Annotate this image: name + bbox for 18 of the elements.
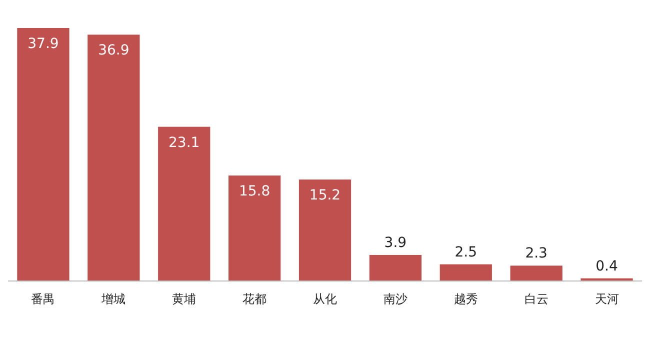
data-label: 37.9 [28,36,59,52]
data-label: 23.1 [168,134,200,151]
data-label: 3.9 [384,234,407,251]
data-label: 15.2 [309,188,341,204]
data-label: 36.9 [98,42,130,59]
data-label: 2.5 [454,244,478,260]
x-tick-label: 番禺 [31,292,56,306]
x-tick-label: 花都 [242,292,267,306]
data-label: 15.8 [238,184,270,200]
x-tick-label: 从化 [313,292,337,306]
data-label: 2.3 [525,246,548,262]
x-tick-label: 天河 [594,292,619,306]
x-tick-label: 越秀 [454,292,478,306]
x-tick-label: 增城 [100,292,126,306]
data-label: 0.4 [596,258,618,274]
x-tick-label: 白云 [524,292,548,306]
x-tick-label: 南沙 [383,292,408,306]
x-tick-label: 黄埔 [172,292,196,306]
